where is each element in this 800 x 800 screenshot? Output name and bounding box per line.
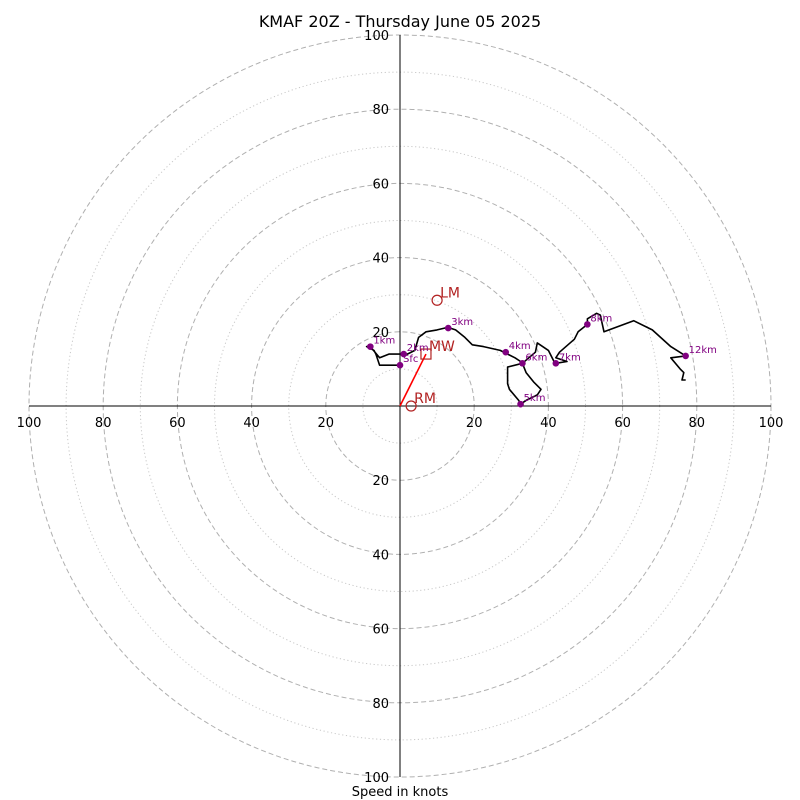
tick-left-40: 40 <box>243 416 260 431</box>
tick-right-60: 60 <box>614 416 631 431</box>
wind-trace-line <box>365 312 687 405</box>
height-point-1km <box>367 343 374 350</box>
height-point-2km <box>400 350 408 358</box>
height-markers: Sfc 1km 2km 3km 4km 5km 6km 7km 8km 12km <box>367 313 717 408</box>
tick-down-20: 20 <box>372 474 389 489</box>
height-point-4km <box>502 348 510 356</box>
storm-motions: LM MW RM <box>399 285 460 412</box>
motion-marker-lm <box>431 294 443 306</box>
tick-right-80: 80 <box>689 416 706 431</box>
height-point-6km <box>519 360 526 367</box>
height-label-7km: 7km <box>559 352 581 363</box>
tick-left-20: 20 <box>318 416 335 431</box>
height-label-1km: 1km <box>373 336 395 347</box>
tick-up-100: 100 <box>364 29 389 44</box>
height-point-sfc <box>396 361 404 369</box>
height-point-3km <box>444 324 452 332</box>
height-label-sfc: Sfc <box>403 354 418 365</box>
height-label-6km: 6km <box>525 352 547 363</box>
tick-up-20: 20 <box>372 326 389 341</box>
tick-up-40: 40 <box>372 252 389 267</box>
height-label-3km: 3km <box>451 317 473 328</box>
motion-marker-mw <box>420 348 432 360</box>
tick-up-60: 60 <box>372 177 389 192</box>
height-label-12km: 12km <box>689 345 717 356</box>
height-point-12km <box>682 352 689 360</box>
tick-right-100: 100 <box>759 416 784 431</box>
tick-down-80: 80 <box>372 697 389 712</box>
height-label-5km: 5km <box>524 393 546 404</box>
height-label-8km: 8km <box>590 313 612 324</box>
tick-up-80: 80 <box>372 103 389 118</box>
motion-label-rm: RM <box>414 391 436 407</box>
motion-label-mw: MW <box>429 339 455 355</box>
height-point-7km <box>552 360 560 367</box>
tick-left-80: 80 <box>95 416 112 431</box>
tick-down-40: 40 <box>372 548 389 563</box>
height-point-8km <box>584 321 591 328</box>
hodograph-trace <box>365 312 687 405</box>
tick-labels: 20 20 20 20 40 40 40 40 60 60 60 60 80 80 80 80 100 100 10… <box>17 29 784 786</box>
tick-right-20: 20 <box>466 416 483 431</box>
tick-left-100: 100 <box>17 416 42 431</box>
mean-wind-vector <box>399 353 427 407</box>
height-label-2km: 2km <box>407 343 429 354</box>
tick-down-60: 60 <box>372 623 389 638</box>
motion-marker-rm <box>405 400 417 412</box>
tick-down-100: 100 <box>364 771 389 786</box>
tick-right-40: 40 <box>540 416 557 431</box>
tick-left-60: 60 <box>169 416 186 431</box>
motion-label-lm: LM <box>440 285 460 301</box>
x-axis-label: Speed in knots <box>352 785 449 800</box>
height-label-4km: 4km <box>509 341 531 352</box>
height-point-5km <box>517 400 524 408</box>
chart-title: KMAF 20Z - Thursday June 05 2025 <box>259 12 541 31</box>
